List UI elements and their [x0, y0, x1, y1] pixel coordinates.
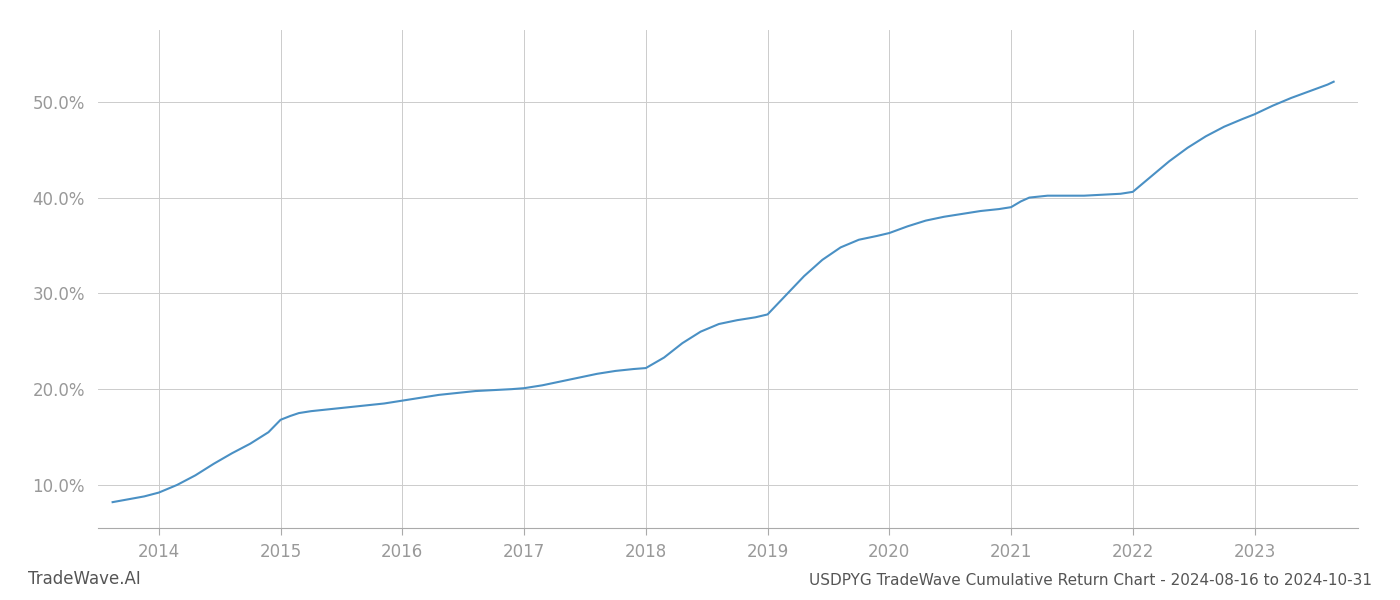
- Text: TradeWave.AI: TradeWave.AI: [28, 570, 141, 588]
- Text: USDPYG TradeWave Cumulative Return Chart - 2024-08-16 to 2024-10-31: USDPYG TradeWave Cumulative Return Chart…: [809, 573, 1372, 588]
